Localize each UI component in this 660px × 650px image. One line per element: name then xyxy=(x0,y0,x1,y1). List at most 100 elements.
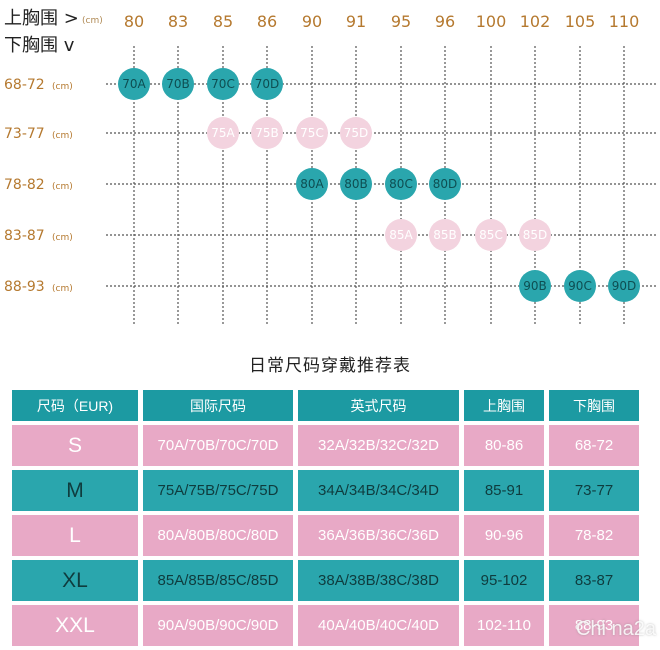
size-dot-label: 70C xyxy=(211,77,235,91)
size-dot-label: 70D xyxy=(255,77,280,91)
size-dot-label: 80D xyxy=(433,177,458,191)
upper-bust-cell: 90-96 xyxy=(464,515,544,556)
row-unit: (cm) xyxy=(52,182,73,192)
size-dot-label: 85D xyxy=(523,228,548,242)
size-dot xyxy=(340,168,372,200)
size-dot xyxy=(207,117,239,149)
column-label: 96 xyxy=(435,12,455,31)
header-under-bust: 下胸围 xyxy=(549,390,639,421)
size-grid-chart: 上胸围 > (cm) 下胸围 v 80 83 85 86 90 91 95 96 100 102 1… xyxy=(4,8,658,325)
column-label: 95 xyxy=(391,12,411,31)
uk-size-cell: 34A/34B/34C/34D xyxy=(298,470,459,511)
table-row: M 75A/75B/75C/75D 34A/34B/34C/34D 85-91 … xyxy=(12,470,639,511)
size-dot-label: 80A xyxy=(300,177,324,191)
size-dot-label: 90D xyxy=(612,279,637,293)
size-cell: XL xyxy=(12,560,138,601)
size-dot xyxy=(519,219,551,251)
size-cell: S xyxy=(12,425,138,466)
size-dot-label: 70B xyxy=(166,77,190,91)
size-dot-label: 70A xyxy=(122,77,146,91)
row-label: 68-72 xyxy=(4,77,45,93)
column-label: 80 xyxy=(124,12,144,31)
size-cell: M xyxy=(12,470,138,511)
table-row: XL 85A/85B/85C/85D 38A/38B/38C/38D 95-10… xyxy=(12,560,639,601)
uk-size-cell: 36A/36B/36C/36D xyxy=(298,515,459,556)
size-dot xyxy=(296,168,328,200)
under-bust-cell: 68-72 xyxy=(549,425,639,466)
size-dot-label: 85B xyxy=(433,228,457,242)
size-dot-label: 75D xyxy=(344,126,369,140)
table-row: S 70A/70B/70C/70D 32A/32B/32C/32D 80-86 … xyxy=(12,425,639,466)
international-size-cell: 90A/90B/90C/90D xyxy=(143,605,293,646)
size-dot xyxy=(118,68,150,100)
row-label: 78-82 xyxy=(4,177,45,193)
size-dot xyxy=(429,219,461,251)
size-cell: L xyxy=(12,515,138,556)
header-uk-size: 英式尺码 xyxy=(298,390,459,421)
row-unit: (cm) xyxy=(52,284,73,294)
header-size-eur: 尺码（EUR) xyxy=(12,390,138,421)
international-size-cell: 75A/75B/75C/75D xyxy=(143,470,293,511)
size-dot-label: 75A xyxy=(211,126,235,140)
corner-top-unit: (cm) xyxy=(82,16,103,26)
uk-size-cell: 40A/40B/40C/40D xyxy=(298,605,459,646)
size-dots: 70A 70B 70C 70D 75A 75B 75C 75D 80A 80B 80C 80D 85A 8… xyxy=(118,68,640,302)
column-label: 105 xyxy=(565,12,596,31)
size-dot xyxy=(608,270,640,302)
header-upper-bust: 上胸围 xyxy=(464,390,544,421)
upper-bust-cell: 85-91 xyxy=(464,470,544,511)
row-unit: (cm) xyxy=(52,233,73,243)
column-labels: 80 83 85 86 90 91 95 96 100 102 105 110 xyxy=(124,12,639,31)
under-bust-cell: 73-77 xyxy=(549,470,639,511)
table-row: L 80A/80B/80C/80D 36A/36B/36C/36D 90-96 … xyxy=(12,515,639,556)
size-dot-label: 75C xyxy=(300,126,324,140)
under-bust-cell: 88-93 xyxy=(549,605,639,646)
size-dot xyxy=(162,68,194,100)
table-header-row: 尺码（EUR) 国际尺码 英式尺码 上胸围 下胸围 xyxy=(12,390,639,421)
row-unit: (cm) xyxy=(52,131,73,141)
upper-bust-cell: 95-102 xyxy=(464,560,544,601)
size-table: 尺码（EUR) 国际尺码 英式尺码 上胸围 下胸围 S 70A/70B/70C/… xyxy=(7,386,644,650)
row-label: 73-77 xyxy=(4,126,45,142)
table-title: 日常尺码穿戴推荐表 xyxy=(249,356,411,376)
uk-size-cell: 38A/38B/38C/38D xyxy=(298,560,459,601)
row-unit: (cm) xyxy=(52,82,73,92)
column-label: 83 xyxy=(168,12,188,31)
size-dot-label: 75B xyxy=(255,126,279,140)
size-dot-label: 80C xyxy=(389,177,413,191)
size-cell: XXL xyxy=(12,605,138,646)
column-label: 86 xyxy=(257,12,277,31)
corner-bottom-label: 下胸围 v xyxy=(4,35,75,56)
size-dot xyxy=(340,117,372,149)
size-dot xyxy=(207,68,239,100)
column-label: 110 xyxy=(609,12,640,31)
upper-bust-cell: 102-110 xyxy=(464,605,544,646)
size-dot-label: 85C xyxy=(479,228,503,242)
international-size-cell: 80A/80B/80C/80D xyxy=(143,515,293,556)
header-international-size: 国际尺码 xyxy=(143,390,293,421)
size-dot xyxy=(296,117,328,149)
international-size-cell: 85A/85B/85C/85D xyxy=(143,560,293,601)
corner-top-label: 上胸围 > xyxy=(4,8,79,29)
size-dot xyxy=(564,270,596,302)
size-dot xyxy=(475,219,507,251)
size-dot xyxy=(385,168,417,200)
international-size-cell: 70A/70B/70C/70D xyxy=(143,425,293,466)
size-dot-label: 90B xyxy=(523,279,547,293)
watermark: Chi na2a xyxy=(575,618,656,640)
table-row: XXL 90A/90B/90C/90D 40A/40B/40C/40D 102-… xyxy=(12,605,639,646)
size-dot xyxy=(385,219,417,251)
size-dot xyxy=(251,68,283,100)
row-labels: 68-72 (cm) 73-77 (cm) 78-82 (cm) 83-87 (cm) 88-9… xyxy=(4,77,73,295)
row-label: 88-93 xyxy=(4,279,45,295)
size-dot xyxy=(519,270,551,302)
column-label: 90 xyxy=(302,12,322,31)
column-label: 100 xyxy=(476,12,507,31)
size-dot-label: 85A xyxy=(389,228,413,242)
column-label: 102 xyxy=(520,12,551,31)
column-label: 91 xyxy=(346,12,366,31)
size-dot-label: 80B xyxy=(344,177,368,191)
size-dot-label: 90C xyxy=(568,279,592,293)
under-bust-cell: 83-87 xyxy=(549,560,639,601)
size-dot xyxy=(251,117,283,149)
